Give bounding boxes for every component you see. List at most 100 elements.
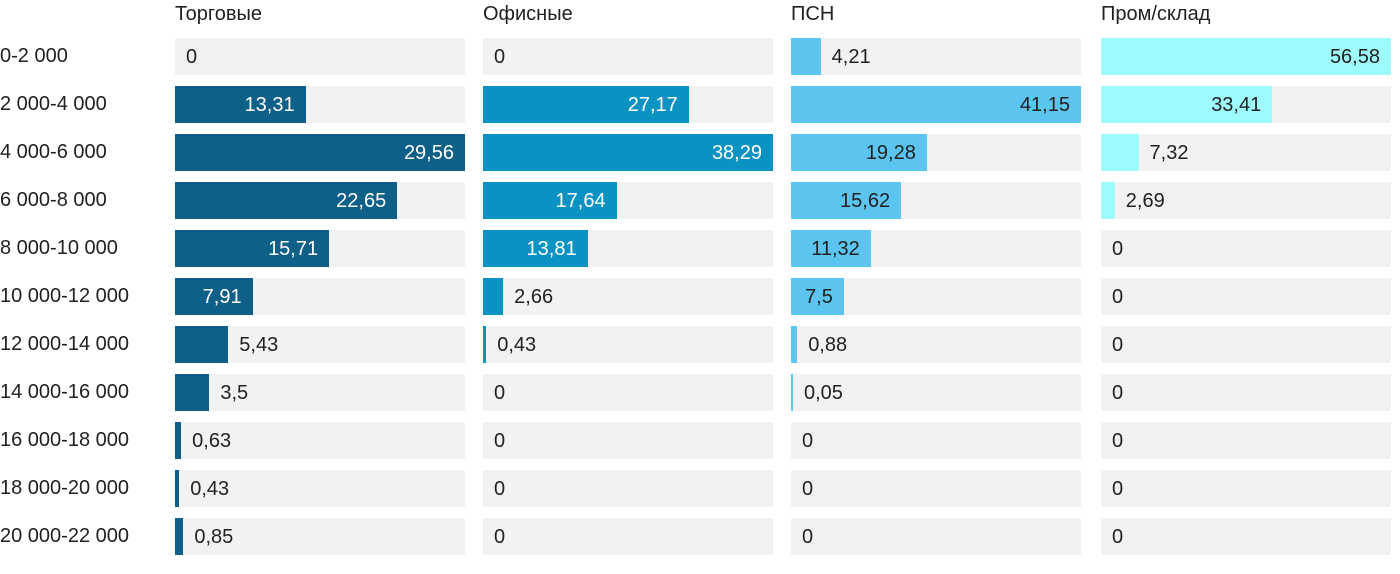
bar-segment [175,518,184,555]
bar-segment [1101,134,1139,171]
bar-track: 11,32 [791,230,1081,267]
bar-value-label: 15,62 [840,189,891,212]
chart-row: 2 000-4 000 13,31 27,17 41,15 33,41 [0,86,1400,123]
bar-track: 2,69 [1101,182,1391,219]
category-label: 6 000-8 000 [0,189,107,211]
bar-track: 33,41 [1101,86,1391,123]
bar-value-label: 11,32 [811,237,860,260]
bar-value-label: 22,65 [336,189,387,212]
bar-segment [175,278,253,315]
bar-value-label: 0,43 [190,477,230,500]
bar-segment [175,422,182,459]
column-header-ofisnye: Офисные [483,3,573,25]
bar-track: 0,63 [175,422,465,459]
bar-track: 7,5 [791,278,1081,315]
bar-value-label: 0 [494,525,506,548]
bar-value-label: 0,63 [192,429,232,452]
bar-segment [791,38,821,75]
category-label: 12 000-14 000 [0,333,130,355]
bar-track: 4,21 [791,38,1081,75]
bar-value-label: 13,81 [526,237,577,260]
bar-segment [1101,86,1273,123]
bar-track: 0,43 [483,326,773,363]
bar-value-label: 17,64 [555,189,606,212]
bar-track: 0 [1101,422,1391,459]
bar-track: 0 [1101,518,1391,555]
chart-row: 20 000-22 000 0,85 0 0 0 [0,518,1400,555]
bar-value-label: 0 [802,429,814,452]
category-label: 18 000-20 000 [0,477,130,499]
bar-track: 27,17 [483,86,773,123]
bar-value-label: 0 [1112,381,1124,404]
bar-value-label: 56,58 [1329,45,1380,68]
bar-track: 7,91 [175,278,465,315]
bar-track: 0 [1101,374,1391,411]
bar-segment [791,374,793,411]
bar-track: 5,43 [175,326,465,363]
bar-segment [791,182,902,219]
column-header-prom-sklad: Пром/склад [1101,3,1211,25]
bar-value-label: 15,71 [268,237,319,260]
bar-value-label: 0 [494,429,506,452]
bar-segment [1101,38,1391,75]
bar-track: 0 [791,518,1081,555]
bar-track: 0,88 [791,326,1081,363]
bar-value-label: 0 [1112,477,1124,500]
bar-track: 0,43 [175,470,465,507]
bar-segment [175,134,465,171]
bar-segment [1101,182,1115,219]
chart-rows: 0-2 000 0 0 4,21 56,58 2 000-4 000 13,31 27,17 4… [0,38,1400,555]
chart-row: 16 000-18 000 0,63 0 0 0 [0,422,1400,459]
bar-track: 0 [1101,326,1391,363]
bar-track: 0 [1101,470,1391,507]
category-label: 14 000-16 000 [0,381,130,403]
category-label: 4 000-6 000 [0,141,107,163]
bar-value-label: 0,85 [194,525,234,548]
bar-track: 13,81 [483,230,773,267]
column-header-psn: ПСН [791,3,835,25]
bar-value-label: 3,5 [220,381,249,404]
bar-value-label: 0 [494,381,506,404]
bar-track: 15,71 [175,230,465,267]
bar-track: 13,31 [175,86,465,123]
bar-value-label: 0,88 [808,333,848,356]
bar-track: 0 [175,38,465,75]
bar-value-label: 0,05 [804,381,843,404]
bar-value-label: 0 [1112,237,1124,260]
category-label: 8 000-10 000 [0,237,118,259]
bar-track: 17,64 [483,182,773,219]
bar-track: 0 [483,518,773,555]
bar-value-label: 0 [494,45,506,68]
bar-segment [791,326,798,363]
bar-value-label: 0 [1112,285,1124,308]
bar-value-label: 0 [1112,525,1124,548]
chart-row: 14 000-16 000 3,5 0 0,05 0 [0,374,1400,411]
bar-track: 0,85 [175,518,465,555]
chart-row: 8 000-10 000 15,71 13,81 11,32 0 [0,230,1400,267]
bar-segment [791,86,1081,123]
category-label: 2 000-4 000 [0,93,107,115]
bar-value-label: 0 [1112,333,1124,356]
bar-track: 56,58 [1101,38,1391,75]
bar-segment [483,86,689,123]
bar-track: 3,5 [175,374,465,411]
bar-segment [483,230,588,267]
column-header-torgovye: Торговые [175,3,263,25]
bar-value-label: 0 [186,45,198,68]
bar-track: 41,15 [791,86,1081,123]
bar-segment [483,278,504,315]
bar-value-label: 0 [802,477,814,500]
bar-value-label: 5,43 [239,333,279,356]
bar-value-label: 13,31 [244,93,295,116]
bar-segment [175,182,398,219]
bar-segment [791,278,844,315]
bar-segment [175,374,210,411]
bar-value-label: 27,17 [627,93,678,116]
bar-track: 19,28 [791,134,1081,171]
bar-track: 29,56 [175,134,465,171]
chart-row: 10 000-12 000 7,91 2,66 7,5 0 [0,278,1400,315]
bar-segment [483,326,487,363]
chart-row: 4 000-6 000 29,56 38,29 19,28 7,32 [0,134,1400,171]
bar-track: 38,29 [483,134,773,171]
